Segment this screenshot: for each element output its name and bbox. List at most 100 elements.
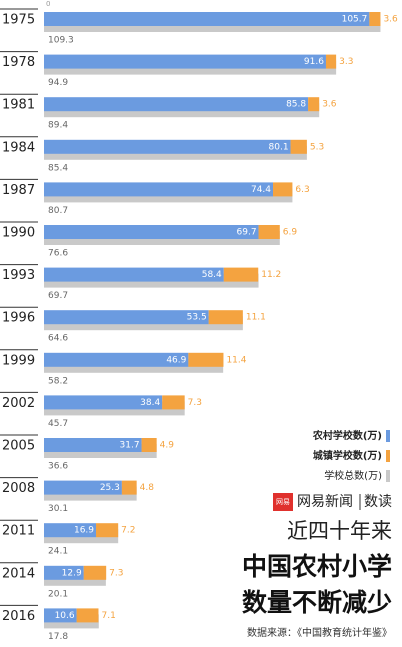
value-label: 53.5 bbox=[187, 313, 207, 323]
value-label: 17.8 bbox=[48, 632, 68, 642]
value-label: 69.7 bbox=[237, 228, 257, 238]
value-label: 45.7 bbox=[48, 419, 68, 429]
value-label: 11.1 bbox=[246, 313, 266, 323]
value-label: 4.9 bbox=[160, 441, 175, 451]
y-tick-label: 2014 bbox=[2, 566, 35, 581]
bar bbox=[96, 523, 119, 538]
logo-text: 网易 bbox=[276, 498, 290, 506]
y-tick-label: 2005 bbox=[2, 439, 35, 454]
value-label: 38.4 bbox=[140, 398, 160, 408]
value-label: 3.3 bbox=[339, 57, 353, 67]
bar bbox=[121, 480, 137, 495]
legend-label: 农村学校数(万) bbox=[312, 429, 382, 442]
value-label: 80.1 bbox=[269, 142, 289, 152]
value-label: 30.1 bbox=[48, 504, 68, 514]
y-tick-label: 1975 bbox=[2, 13, 35, 28]
title-line: 近四十年来 bbox=[287, 519, 392, 543]
bar bbox=[308, 97, 320, 112]
y-tick-label: 2002 bbox=[2, 396, 35, 411]
value-label: 80.7 bbox=[48, 206, 68, 216]
legend-label: 学校总数(万) bbox=[324, 469, 382, 482]
bar bbox=[44, 225, 259, 239]
bar bbox=[44, 97, 309, 112]
value-label: 105.7 bbox=[342, 15, 368, 25]
value-label: 69.7 bbox=[48, 291, 68, 301]
bar bbox=[44, 565, 84, 580]
bar bbox=[290, 139, 307, 154]
value-label: 6.9 bbox=[283, 228, 298, 238]
bar bbox=[223, 267, 259, 282]
value-label: 10.6 bbox=[55, 611, 75, 621]
title-line: 中国农村小学 bbox=[242, 552, 392, 581]
bar bbox=[76, 608, 99, 623]
x-tick-label: 0 bbox=[46, 0, 50, 8]
value-label: 31.7 bbox=[120, 441, 140, 451]
y-tick-label: 1999 bbox=[2, 353, 35, 368]
bar bbox=[44, 438, 142, 452]
value-label: 6.3 bbox=[295, 185, 309, 195]
y-tick-label: 1981 bbox=[2, 98, 35, 113]
value-label: 94.9 bbox=[48, 78, 68, 88]
value-label: 5.3 bbox=[310, 142, 324, 152]
legend-swatch bbox=[386, 430, 390, 442]
value-label: 16.9 bbox=[74, 526, 94, 536]
value-label: 11.2 bbox=[261, 270, 281, 280]
value-label: 7.1 bbox=[101, 611, 115, 621]
value-label: 3.6 bbox=[383, 15, 398, 25]
y-tick-label: 1996 bbox=[2, 311, 35, 326]
value-label: 3.6 bbox=[322, 100, 337, 110]
brand-section: 数读 bbox=[364, 493, 392, 510]
bar bbox=[44, 480, 122, 495]
legend-label: 城镇学校数(万) bbox=[313, 449, 382, 462]
bar bbox=[273, 182, 293, 197]
y-tick-label: 1993 bbox=[2, 268, 35, 283]
bar bbox=[208, 310, 243, 325]
y-tick-label: 1978 bbox=[2, 55, 35, 70]
bar bbox=[44, 352, 189, 367]
value-label: 36.6 bbox=[48, 462, 68, 472]
bar bbox=[44, 54, 326, 69]
value-label: 58.4 bbox=[202, 270, 222, 280]
bar bbox=[369, 12, 381, 26]
y-tick-label: 1990 bbox=[2, 226, 35, 241]
value-label: 46.9 bbox=[166, 355, 186, 365]
y-tick-label: 1984 bbox=[2, 140, 35, 155]
bar bbox=[162, 395, 185, 410]
value-label: 20.1 bbox=[48, 589, 68, 599]
bar bbox=[44, 523, 97, 538]
logo bbox=[273, 493, 293, 511]
bar bbox=[258, 225, 280, 239]
value-label: 64.6 bbox=[48, 334, 68, 344]
bar bbox=[83, 565, 107, 580]
value-label: 7.3 bbox=[109, 568, 123, 578]
value-label: 25.3 bbox=[100, 483, 120, 493]
bar bbox=[44, 12, 370, 26]
value-label: 58.2 bbox=[48, 376, 68, 386]
value-label: 85.4 bbox=[48, 163, 68, 173]
y-tick-label: 2011 bbox=[2, 524, 35, 539]
value-label: 11.4 bbox=[226, 355, 246, 365]
bar bbox=[44, 267, 224, 282]
value-label: 89.4 bbox=[48, 121, 68, 131]
value-label: 85.8 bbox=[286, 100, 306, 110]
title-line: 数量不断减少 bbox=[242, 588, 392, 617]
y-tick-label: 1987 bbox=[2, 183, 35, 198]
value-label: 4.8 bbox=[140, 483, 155, 493]
bar bbox=[44, 395, 163, 410]
value-label: 7.2 bbox=[121, 526, 135, 536]
bar bbox=[44, 310, 209, 325]
source: 数据来源：《中国教育统计年鉴》 bbox=[247, 626, 392, 639]
brand: 网易新闻 bbox=[297, 494, 353, 510]
value-label: 91.6 bbox=[304, 57, 324, 67]
bar bbox=[44, 608, 77, 623]
bar bbox=[44, 139, 291, 154]
bar bbox=[325, 54, 337, 69]
value-label: 24.1 bbox=[48, 547, 68, 557]
bar bbox=[188, 352, 224, 367]
value-label: 76.6 bbox=[48, 249, 68, 259]
value-label: 12.9 bbox=[62, 568, 82, 578]
legend-swatch bbox=[386, 450, 390, 462]
legend-swatch bbox=[386, 470, 390, 482]
y-tick-label: 2008 bbox=[2, 481, 35, 496]
